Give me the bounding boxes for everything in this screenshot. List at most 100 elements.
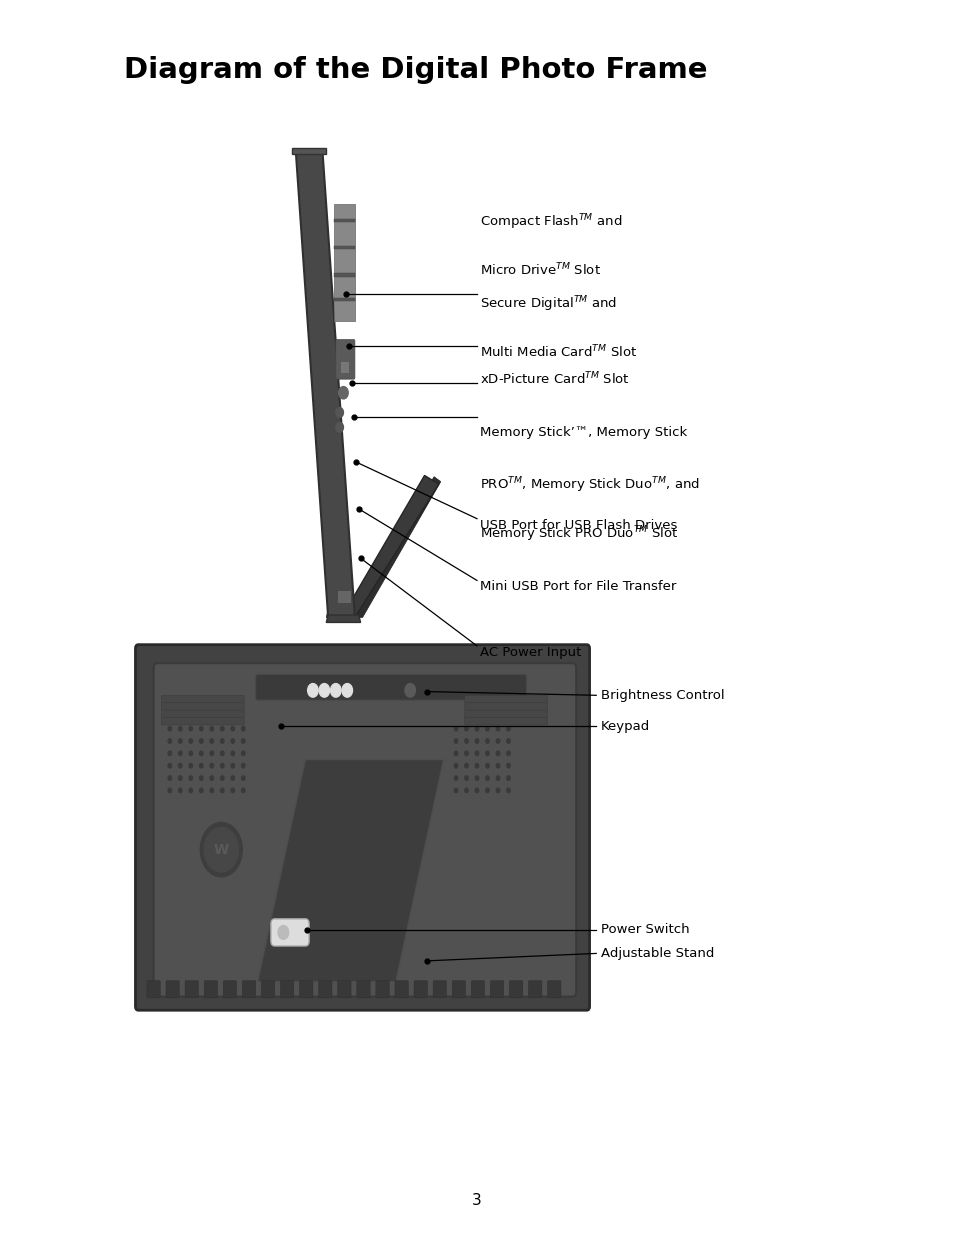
FancyBboxPatch shape: [464, 703, 547, 710]
Circle shape: [485, 751, 489, 756]
Text: Keypad: Keypad: [600, 720, 650, 732]
Circle shape: [454, 788, 457, 793]
Text: Micro Drive$^{TM}$ Slot: Micro Drive$^{TM}$ Slot: [479, 262, 600, 278]
Circle shape: [506, 788, 510, 793]
Text: PRO$^{TM}$, Memory Stick Duo$^{TM}$, and: PRO$^{TM}$, Memory Stick Duo$^{TM}$, and: [479, 475, 699, 495]
Bar: [334, 204, 355, 321]
Text: Memory Stick’™, Memory Stick: Memory Stick’™, Memory Stick: [479, 426, 686, 440]
Circle shape: [454, 751, 457, 756]
Polygon shape: [326, 477, 440, 618]
FancyBboxPatch shape: [255, 674, 526, 700]
Circle shape: [210, 739, 213, 743]
FancyBboxPatch shape: [185, 981, 198, 998]
Circle shape: [220, 788, 224, 793]
FancyBboxPatch shape: [464, 695, 547, 703]
Circle shape: [178, 776, 182, 781]
FancyBboxPatch shape: [153, 663, 576, 997]
Bar: [336, 590, 351, 603]
Bar: [334, 219, 355, 222]
Circle shape: [178, 763, 182, 768]
Circle shape: [241, 776, 245, 781]
FancyBboxPatch shape: [223, 981, 236, 998]
Circle shape: [241, 788, 245, 793]
Circle shape: [210, 726, 213, 731]
FancyBboxPatch shape: [433, 981, 446, 998]
Circle shape: [475, 751, 478, 756]
Circle shape: [506, 739, 510, 743]
FancyBboxPatch shape: [161, 695, 244, 703]
Polygon shape: [341, 475, 438, 618]
Circle shape: [210, 776, 213, 781]
FancyBboxPatch shape: [528, 981, 541, 998]
Circle shape: [168, 726, 172, 731]
Circle shape: [220, 763, 224, 768]
Circle shape: [199, 739, 203, 743]
FancyBboxPatch shape: [490, 981, 503, 998]
Circle shape: [199, 726, 203, 731]
Bar: [334, 273, 355, 277]
Circle shape: [231, 739, 234, 743]
Circle shape: [341, 684, 353, 697]
FancyBboxPatch shape: [161, 718, 244, 725]
Circle shape: [231, 726, 234, 731]
Circle shape: [231, 776, 234, 781]
Text: 3: 3: [472, 1193, 481, 1208]
Text: xD-Picture Card$^{TM}$ Slot: xD-Picture Card$^{TM}$ Slot: [479, 370, 629, 387]
Text: USB Port for USB Flash Drives: USB Port for USB Flash Drives: [479, 519, 677, 532]
Circle shape: [454, 726, 457, 731]
Circle shape: [220, 739, 224, 743]
FancyBboxPatch shape: [166, 981, 179, 998]
Circle shape: [210, 788, 213, 793]
FancyBboxPatch shape: [509, 981, 522, 998]
Circle shape: [241, 751, 245, 756]
Circle shape: [189, 788, 193, 793]
Circle shape: [168, 788, 172, 793]
Circle shape: [199, 788, 203, 793]
Circle shape: [168, 776, 172, 781]
Circle shape: [318, 684, 330, 697]
Circle shape: [485, 776, 489, 781]
Circle shape: [485, 739, 489, 743]
Circle shape: [220, 726, 224, 731]
Polygon shape: [326, 615, 360, 622]
Circle shape: [485, 788, 489, 793]
Circle shape: [199, 763, 203, 768]
Circle shape: [475, 726, 478, 731]
Text: Diagram of the Digital Photo Frame: Diagram of the Digital Photo Frame: [124, 56, 707, 84]
Bar: [339, 361, 349, 373]
Polygon shape: [295, 151, 355, 618]
Circle shape: [475, 763, 478, 768]
Circle shape: [168, 739, 172, 743]
FancyBboxPatch shape: [204, 981, 217, 998]
Circle shape: [506, 763, 510, 768]
Circle shape: [241, 726, 245, 731]
Circle shape: [231, 763, 234, 768]
Circle shape: [506, 751, 510, 756]
Circle shape: [307, 684, 318, 697]
FancyBboxPatch shape: [147, 981, 160, 998]
Circle shape: [496, 763, 499, 768]
Text: Adjustable Stand: Adjustable Stand: [600, 947, 714, 960]
Bar: [334, 298, 355, 301]
Circle shape: [496, 788, 499, 793]
Text: W: W: [213, 842, 229, 857]
Circle shape: [231, 751, 234, 756]
Circle shape: [241, 739, 245, 743]
Circle shape: [210, 751, 213, 756]
Circle shape: [496, 726, 499, 731]
FancyBboxPatch shape: [464, 710, 547, 718]
Circle shape: [189, 776, 193, 781]
FancyBboxPatch shape: [356, 981, 370, 998]
Polygon shape: [292, 148, 326, 154]
Circle shape: [475, 739, 478, 743]
Text: Power Switch: Power Switch: [600, 924, 689, 936]
Circle shape: [496, 776, 499, 781]
Circle shape: [485, 763, 489, 768]
FancyBboxPatch shape: [271, 919, 309, 946]
FancyBboxPatch shape: [464, 718, 547, 725]
FancyBboxPatch shape: [471, 981, 484, 998]
FancyBboxPatch shape: [375, 981, 389, 998]
Polygon shape: [257, 760, 443, 982]
Circle shape: [464, 763, 468, 768]
Circle shape: [475, 788, 478, 793]
